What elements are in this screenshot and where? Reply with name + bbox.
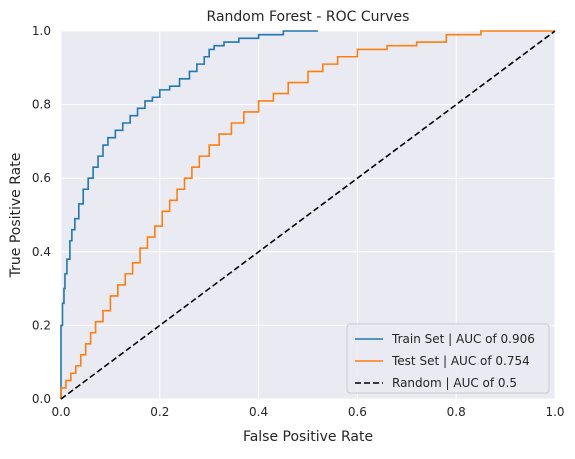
y-tick-label: 1.0 — [32, 24, 51, 38]
series-line-1 — [60, 30, 555, 399]
legend-label-0: Train Set | AUC of 0.906 — [391, 332, 535, 346]
x-tick-label: 1.0 — [545, 405, 564, 419]
x-tick-label: 0.4 — [249, 405, 268, 419]
legend-label-2: Random | AUC of 0.5 — [392, 376, 517, 390]
y-tick-label: 0.0 — [32, 392, 51, 406]
series-line-0 — [60, 30, 318, 399]
y-axis-label: True Positive Rate — [8, 153, 24, 279]
legend: Train Set | AUC of 0.906 Test Set | AUC o… — [346, 323, 550, 394]
legend-label-1: Test Set | AUC of 0.754 — [391, 354, 530, 368]
chart-title: Random Forest - ROC Curves — [207, 9, 410, 25]
y-tick-label: 0.4 — [32, 245, 51, 259]
x-tick-label: 0.0 — [51, 405, 70, 419]
y-tick-label: 0.2 — [32, 318, 51, 332]
y-tick-label: 0.6 — [32, 171, 51, 185]
y-tick-label: 0.8 — [32, 98, 51, 112]
grid-lines — [60, 30, 556, 400]
tick-labels: 0.0 0.2 0.4 0.6 0.8 1.0 0.0 0.2 0.4 0.6 0.8 1.0 — [32, 24, 565, 419]
legend-box — [346, 323, 550, 394]
x-axis-label: False Positive Rate — [243, 429, 373, 445]
x-tick-label: 0.6 — [348, 405, 367, 419]
series-line-2 — [60, 30, 556, 400]
x-tick-label: 0.2 — [150, 405, 169, 419]
series-lines — [60, 30, 556, 400]
x-tick-label: 0.8 — [447, 405, 466, 419]
